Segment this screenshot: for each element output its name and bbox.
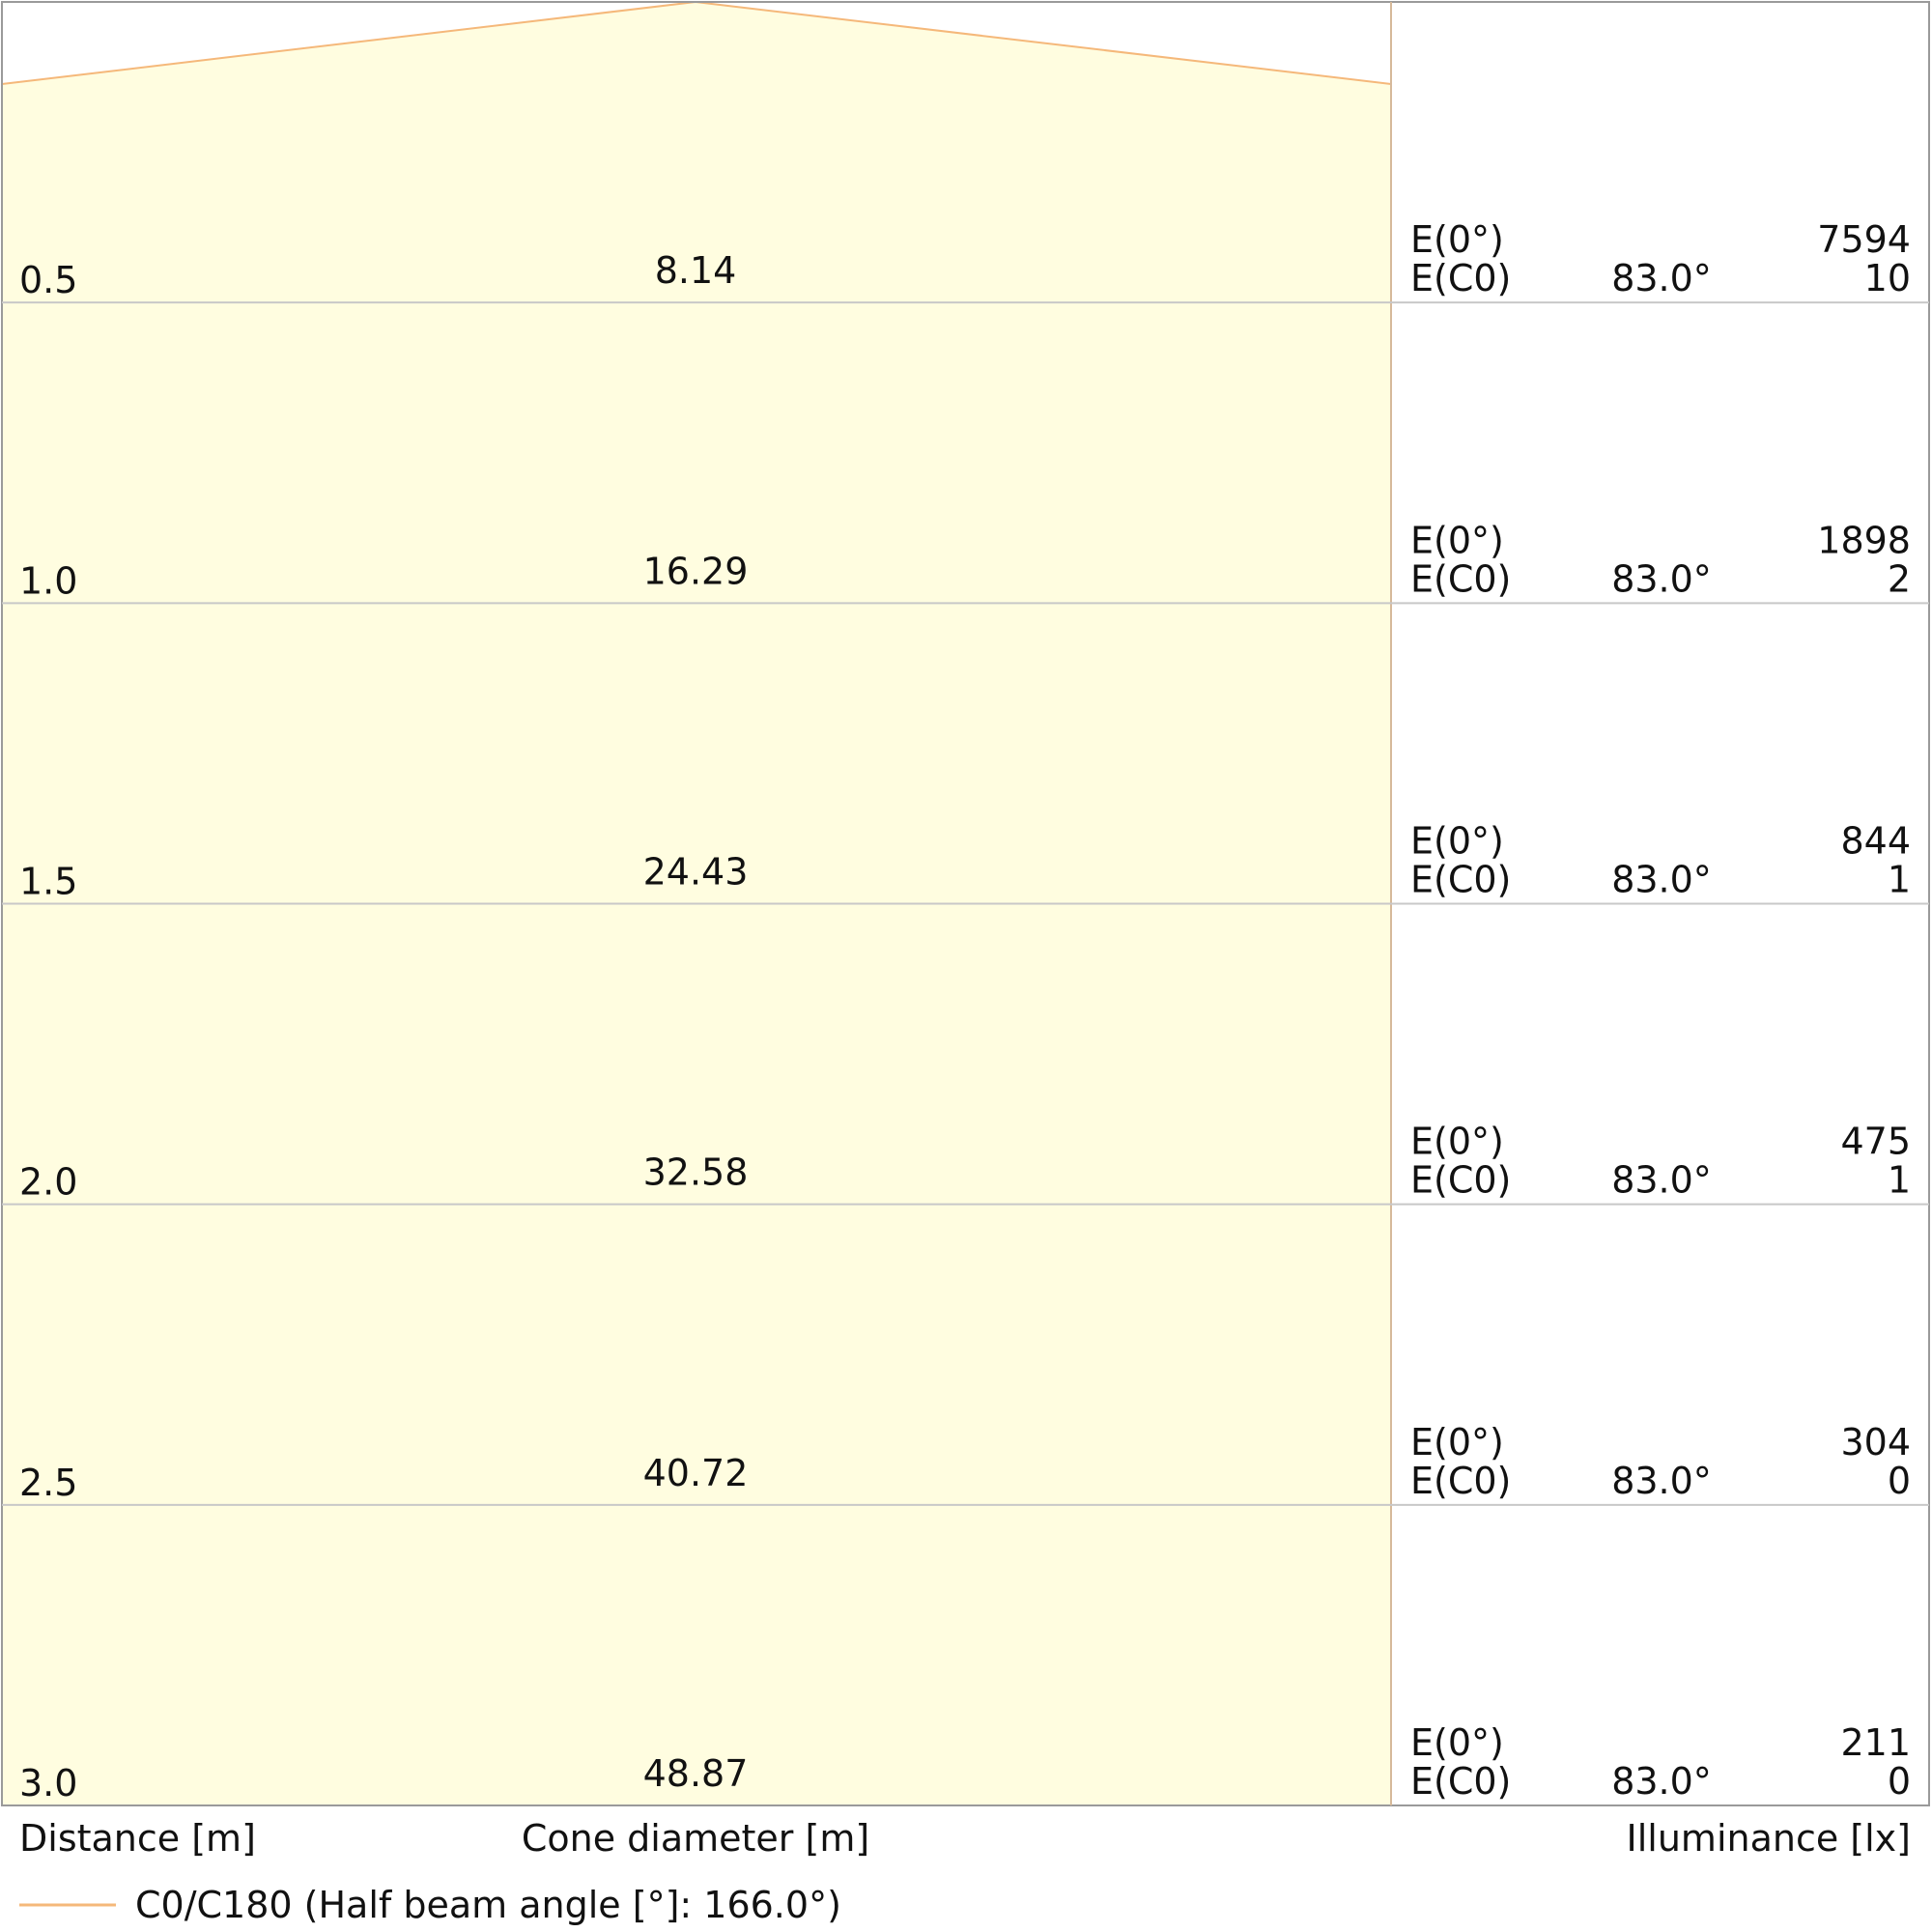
cone-diameter-value: 48.87 xyxy=(643,1752,749,1795)
illuminance-axis-label: Illuminance [lx] xyxy=(1627,1817,1911,1860)
ec0-value: 0 xyxy=(1888,1460,1911,1502)
legend-label: C0/C180 (Half beam angle [°]: 166.0°) xyxy=(135,1884,841,1926)
ec0-value: 1 xyxy=(1888,859,1911,901)
e0-label: E(0°) xyxy=(1410,1121,1504,1163)
distance-value: 0.5 xyxy=(19,259,77,301)
ec0-label: E(C0) xyxy=(1410,859,1511,901)
cone-diameter-value: 40.72 xyxy=(643,1452,749,1494)
ec0-label: E(C0) xyxy=(1410,1760,1511,1803)
e0-value: 304 xyxy=(1840,1421,1911,1463)
ec0-label: E(C0) xyxy=(1410,1460,1511,1502)
angle-value: 83.0° xyxy=(1611,859,1712,901)
cone-diameter-axis-label: Cone diameter [m] xyxy=(522,1817,869,1860)
e0-value: 7594 xyxy=(1817,218,1911,261)
e0-value: 211 xyxy=(1840,1721,1911,1764)
ec0-value: 1 xyxy=(1888,1159,1911,1202)
distance-axis-label: Distance [m] xyxy=(19,1817,256,1860)
angle-value: 83.0° xyxy=(1611,257,1712,299)
e0-label: E(0°) xyxy=(1410,218,1504,261)
cone-diameter-value: 16.29 xyxy=(643,550,749,592)
distance-value: 3.0 xyxy=(19,1762,77,1804)
ec0-label: E(C0) xyxy=(1410,257,1511,299)
angle-value: 83.0° xyxy=(1611,1760,1712,1803)
e0-label: E(0°) xyxy=(1410,1721,1504,1764)
distance-value: 1.5 xyxy=(19,861,77,903)
angle-value: 83.0° xyxy=(1611,557,1712,600)
ec0-value: 10 xyxy=(1864,257,1911,299)
cone-diameter-value: 32.58 xyxy=(643,1151,749,1194)
cone-diameter-value: 8.14 xyxy=(655,249,737,292)
ec0-label: E(C0) xyxy=(1410,1159,1511,1202)
cone-diameter-value: 24.43 xyxy=(643,851,749,894)
angle-value: 83.0° xyxy=(1611,1460,1712,1502)
distance-value: 1.0 xyxy=(19,559,77,602)
e0-label: E(0°) xyxy=(1410,519,1504,561)
e0-value: 844 xyxy=(1840,820,1911,863)
ec0-label: E(C0) xyxy=(1410,557,1511,600)
e0-value: 475 xyxy=(1840,1121,1911,1163)
ec0-value: 2 xyxy=(1888,557,1911,600)
angle-value: 83.0° xyxy=(1611,1159,1712,1202)
e0-value: 1898 xyxy=(1817,519,1911,561)
e0-label: E(0°) xyxy=(1410,820,1504,863)
legend: C0/C180 (Half beam angle [°]: 166.0°) xyxy=(19,1884,841,1926)
ec0-value: 0 xyxy=(1888,1760,1911,1803)
distance-value: 2.0 xyxy=(19,1161,77,1204)
e0-label: E(0°) xyxy=(1410,1421,1504,1463)
distance-value: 2.5 xyxy=(19,1462,77,1504)
